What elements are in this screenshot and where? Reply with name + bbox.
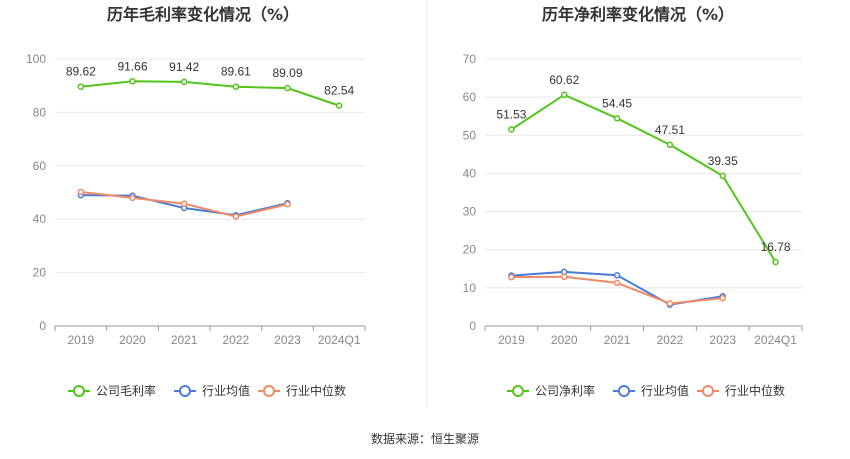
data-point [561,91,568,99]
y-tick-label: 30 [463,205,477,219]
data-label: 51.53 [496,107,526,121]
data-point [508,126,515,133]
x-tick-label: 2021 [604,333,631,347]
legend-item: 行业中位数 [697,383,785,398]
legend-label: 公司净利率 [535,383,595,398]
series-line [80,80,340,107]
gross-margin-chart: 历年毛利率变化情况（%） 0 20 40 60 80 100 2019 2020 2021 202… [26,5,366,398]
data-source-note: 数据来源：恒生聚源 [371,431,479,446]
y-tick-label: 10 [463,281,477,295]
series-line [510,93,777,263]
legend-item: 行业均值 [174,383,250,398]
legend-swatch-marker [512,385,524,397]
data-point [77,188,85,196]
data-label: 54.45 [602,96,632,110]
x-tick-label: 2020 [119,333,146,347]
legend-label: 行业中位数 [286,383,346,398]
data-point [77,83,85,90]
x-tick-label: 2019 [67,333,94,347]
x-tick-label: 2024Q1 [318,333,361,347]
legend-swatch-marker [263,385,275,397]
data-point [232,213,240,220]
x-tick-label: 2022 [657,333,684,347]
legend-swatch-marker [702,385,714,397]
legend-item: 行业均值 [613,383,689,398]
data-point [129,78,136,85]
x-tick-label: 2019 [498,333,525,347]
legend-item: 公司净利率 [507,383,595,398]
legend-swatch-marker [73,385,85,397]
data-point [180,78,188,86]
y-tick-label: 80 [33,105,47,119]
data-point [508,273,515,281]
y-tick-label: 60 [33,159,47,173]
data-label: 82.54 [324,84,354,98]
data-point [772,258,779,266]
x-tick-label: 2023 [274,333,301,347]
legend-item: 公司毛利率 [68,383,156,398]
legend-label: 行业中位数 [725,383,785,398]
legend-label: 行业均值 [202,383,250,398]
x-tick-label: 2024Q1 [754,333,797,347]
legend-swatch-marker [179,385,191,397]
data-label: 39.35 [708,154,738,168]
y-tick-label: 40 [33,212,47,226]
data-label: 91.66 [117,59,147,73]
net-margin-chart: 历年净利率变化情况（%） 0 10 20 30 40 50 60 70 2019 2020 2021… [463,5,803,398]
data-point [666,300,674,307]
data-point [284,200,291,208]
data-point [613,115,621,122]
data-point [180,200,188,207]
data-point [284,84,291,92]
data-point [719,294,726,302]
data-label: 89.62 [66,65,96,79]
data-label: 60.62 [549,73,579,87]
chart-title: 历年净利率变化情况（%） [542,5,734,24]
y-tick-label: 0 [469,319,476,333]
y-tick-label: 100 [26,52,46,66]
y-tick-label: 20 [33,266,47,280]
data-point [719,172,726,180]
y-tick-label: 0 [39,319,46,333]
x-tick-label: 2022 [222,333,249,347]
y-tick-label: 20 [463,243,477,257]
legend-label: 行业均值 [641,383,689,398]
data-point [561,273,568,281]
data-point [613,279,621,287]
data-label: 89.61 [221,65,251,79]
y-tick-label: 60 [463,90,477,104]
x-tick-label: 2020 [551,333,578,347]
legend-swatch-marker [618,385,630,397]
data-label: 16.78 [761,240,791,254]
data-point [335,102,343,109]
data-label: 89.09 [272,66,302,80]
data-point [232,83,240,90]
x-tick-label: 2021 [171,333,198,347]
y-tick-label: 40 [463,166,477,180]
data-point [666,141,674,149]
data-label: 91.42 [169,60,199,74]
data-point [613,272,621,279]
y-tick-label: 50 [463,128,477,142]
y-tick-label: 70 [463,52,477,66]
legend-item: 行业中位数 [258,383,346,398]
legend-label: 公司毛利率 [96,383,156,398]
data-label: 47.51 [655,123,685,137]
chart-title: 历年毛利率变化情况（%） [107,5,299,24]
x-tick-label: 2023 [709,333,736,347]
data-point [129,194,136,202]
